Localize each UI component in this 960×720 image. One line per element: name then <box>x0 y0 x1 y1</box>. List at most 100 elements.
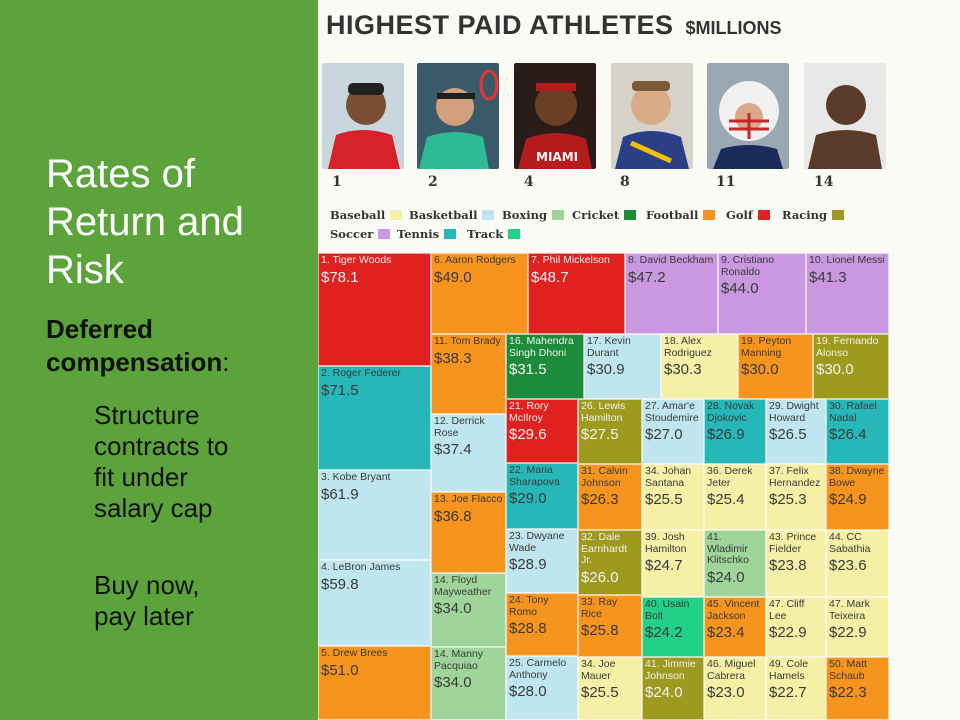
athlete-name: 38. Dwayne Bowe <box>829 465 885 489</box>
athlete-earnings: $41.3 <box>809 268 847 286</box>
athlete-name: 31. Calvin Johnson <box>581 465 628 489</box>
athlete-earnings: $24.0 <box>707 568 745 586</box>
athlete-earnings: $78.1 <box>321 268 359 286</box>
athlete-earnings: $61.9 <box>321 485 359 503</box>
subhead-bold: Deferred compensation <box>46 314 223 377</box>
athlete-earnings: $28.9 <box>509 556 547 573</box>
athlete-tile: 50. Matt Schaub $22.3 <box>826 657 889 720</box>
legend-swatch <box>390 210 403 220</box>
slide-subhead: Deferred compensation: <box>46 313 308 379</box>
athlete-earnings: $29.6 <box>509 426 547 443</box>
athlete-tile: 37. Felix Hernandez $25.3 <box>766 464 826 530</box>
athlete-name: 24. Tony Romo <box>509 594 549 618</box>
athlete-name: 14. Floyd Mayweather <box>434 574 492 598</box>
athlete-earnings: $25.8 <box>581 622 619 639</box>
athlete-earnings: $30.0 <box>741 361 779 378</box>
athlete-tile: 46. Miguel Cabrera $23.0 <box>704 657 766 720</box>
athlete-tile: 13. Joe Flacco $36.8 <box>431 492 506 573</box>
athlete-tile: 24. Tony Romo $28.8 <box>506 593 578 656</box>
athlete-name: 28. Novak Djokovic <box>707 400 755 424</box>
athlete-earnings: $44.0 <box>721 280 759 297</box>
athlete-tile: 45. Vincent Jackson $23.4 <box>704 597 766 657</box>
title-unit: $MILLIONS <box>685 18 782 38</box>
basketball-player-photo: MIAMI <box>514 63 596 169</box>
athlete-earnings: $24.7 <box>645 557 683 574</box>
athlete-tile: 12. Derrick Rose $37.4 <box>431 414 506 492</box>
athlete-earnings: $51.0 <box>321 661 359 679</box>
tennis-player-photo <box>417 63 499 169</box>
athlete-name: 22. Maria Sharapova <box>509 464 560 488</box>
athlete-tile: 9. Cristiano Ronaldo $44.0 <box>718 253 806 334</box>
athlete-earnings: $37.4 <box>434 441 472 458</box>
athlete-name: 41. Wladimir Klitschko <box>707 531 750 566</box>
athlete-earnings: $23.6 <box>829 557 867 574</box>
rank-label-11: 11 <box>716 174 736 190</box>
rank-label-4: 4 <box>524 174 534 190</box>
athlete-earnings: $26.4 <box>829 426 867 443</box>
golfer-photo <box>322 63 404 169</box>
athlete-tile: 3. Kobe Bryant $61.9 <box>318 470 431 560</box>
athlete-name: 45. Vincent Jackson <box>707 598 760 622</box>
athlete-tile: 43. Prince Fielder $23.8 <box>766 530 826 597</box>
athlete-tile: 14. Floyd Mayweather $34.0 <box>431 573 506 647</box>
boxer-photo <box>804 63 886 169</box>
legend-swatch <box>757 210 770 220</box>
athlete-earnings: $25.3 <box>769 491 807 508</box>
football-player-photo <box>707 63 789 169</box>
athlete-earnings: $38.3 <box>434 349 472 367</box>
soccer-player-photo <box>611 63 693 169</box>
athlete-earnings: $30.3 <box>664 361 702 378</box>
athlete-name: 32. Dale Earnhardt Jr. <box>581 531 628 566</box>
athlete-earnings: $22.7 <box>769 684 807 701</box>
slide-left-panel: Rates of Return and Risk Deferred compen… <box>0 0 318 720</box>
legend-swatch <box>444 229 457 239</box>
athlete-earnings: $47.2 <box>628 268 666 286</box>
legend-swatch <box>624 210 637 220</box>
athlete-name: 19. Peyton Manning <box>741 335 792 359</box>
athlete-tile: 44. CC Sabathia $23.6 <box>826 530 889 597</box>
athlete-earnings: $71.5 <box>321 381 359 399</box>
athlete-name: 27. Amar'e Stoudemire <box>645 400 699 424</box>
athlete-name: 37. Felix Hernandez <box>769 465 821 489</box>
legend-soccer: Soccer <box>330 227 391 241</box>
athlete-earnings: $28.8 <box>509 620 547 637</box>
athlete-earnings: $24.9 <box>829 491 867 508</box>
athlete-name: 9. Cristiano Ronaldo <box>721 254 775 278</box>
svg-text:MIAMI: MIAMI <box>536 150 578 164</box>
athlete-earnings: $36.8 <box>434 507 472 525</box>
athlete-name: 36. Derek Jeter <box>707 465 753 489</box>
athlete-earnings: $25.5 <box>581 684 619 701</box>
athlete-earnings: $27.5 <box>581 426 619 443</box>
athlete-tile: 33. Ray Rice $25.8 <box>578 595 642 657</box>
athlete-name: 39. Josh Hamilton <box>645 531 687 555</box>
athlete-tile: 38. Dwayne Bowe $24.9 <box>826 464 889 530</box>
legend-swatch <box>482 210 495 220</box>
legend-swatch <box>703 210 716 220</box>
athlete-earnings: $22.9 <box>829 624 867 641</box>
subhead-colon: : <box>222 347 230 377</box>
athlete-earnings: $30.0 <box>816 361 854 378</box>
legend-swatch <box>552 210 565 220</box>
legend-boxing: Boxing <box>502 208 565 222</box>
rank-label-14: 14 <box>814 174 834 190</box>
athlete-earnings: $30.9 <box>587 361 625 378</box>
athlete-tile: 14. Manny Pacquiao $34.0 <box>431 647 506 720</box>
athlete-earnings: $24.2 <box>645 624 683 641</box>
athlete-earnings: $49.0 <box>434 268 472 286</box>
athlete-name: 46. Miguel Cabrera <box>707 658 756 682</box>
athlete-name: 21. Rory McIlroy <box>509 400 549 424</box>
legend-swatch <box>378 229 391 239</box>
athlete-name: 47. Mark Teixeira <box>829 598 870 622</box>
athlete-name: 1. Tiger Woods <box>321 254 392 266</box>
athlete-earnings: $26.9 <box>707 426 745 443</box>
athlete-name: 13. Joe Flacco <box>434 493 503 505</box>
legend-baseball: Baseball <box>330 208 403 222</box>
athlete-name: 18. Alex Rodriguez <box>664 335 712 359</box>
athlete-earnings: $26.5 <box>769 426 807 443</box>
athlete-name: 19. Fernando Alonso <box>816 335 879 359</box>
athlete-earnings: $34.0 <box>434 674 472 691</box>
athlete-tile: 1. Tiger Woods $78.1 <box>318 253 431 366</box>
athlete-name: 10. Lionel Messi <box>809 254 885 266</box>
athlete-earnings: $59.8 <box>321 575 359 593</box>
athlete-name: 33. Ray Rice <box>581 596 618 620</box>
